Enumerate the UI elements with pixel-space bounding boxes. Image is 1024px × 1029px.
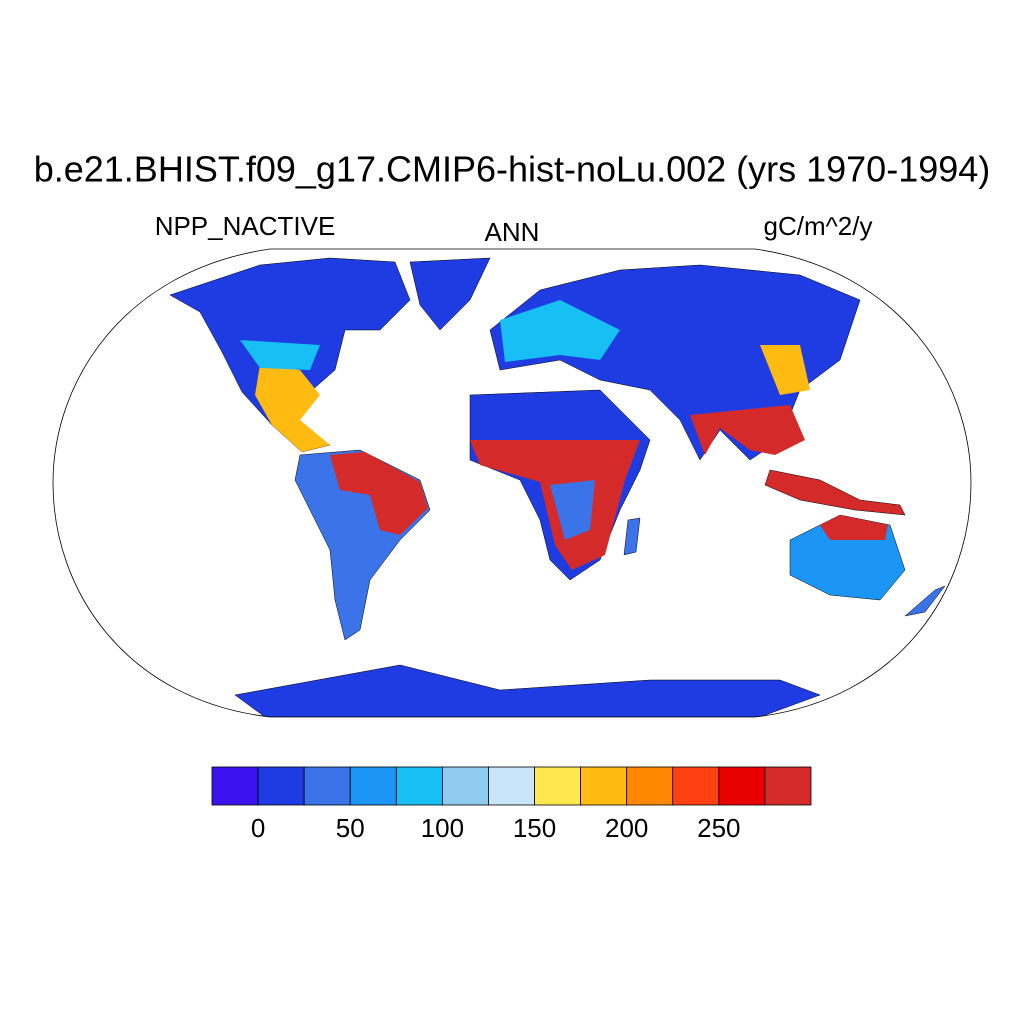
colorbar-box xyxy=(764,766,812,806)
amazon xyxy=(330,452,428,535)
left-string: NPP_NACTIVE xyxy=(155,211,336,241)
colorbar-box xyxy=(580,766,628,806)
colorbar-box xyxy=(303,766,351,806)
colorbar-box xyxy=(534,766,582,806)
colorbar-box xyxy=(349,766,397,806)
colorbar-tick-label: 200 xyxy=(605,813,648,843)
new-zealand xyxy=(904,585,946,617)
colorbar-box xyxy=(395,766,443,806)
na-warm xyxy=(255,365,330,452)
antarctica xyxy=(234,664,821,717)
colorbar-box xyxy=(211,766,259,806)
africa-tropics xyxy=(470,440,640,570)
colorbar: 0 50 100 150 200 250 xyxy=(211,766,812,843)
madagascar xyxy=(623,517,641,556)
map-frame xyxy=(52,248,972,718)
colorbar-tick-label: 0 xyxy=(251,813,265,843)
africa-inner xyxy=(550,480,595,540)
europe-mild xyxy=(500,300,620,362)
colorbar-tick-label: 150 xyxy=(513,813,556,843)
colorbar-box xyxy=(626,766,674,806)
colorbar-box xyxy=(718,766,766,806)
colorbar-box xyxy=(672,766,720,806)
maritime-asia xyxy=(764,469,906,516)
colorbar-box xyxy=(257,766,305,806)
greenland xyxy=(409,257,491,331)
australia-north xyxy=(820,515,888,540)
colorbar-tick-label: 50 xyxy=(336,813,365,843)
asia-south xyxy=(690,405,805,455)
title: b.e21.BHIST.f09_g17.CMIP6-hist-noLu.002 … xyxy=(34,149,991,190)
colorbar-tick-label: 100 xyxy=(421,813,464,843)
center-string: ANN xyxy=(485,217,540,247)
colorbar-tick-label: 250 xyxy=(697,813,740,843)
china-east xyxy=(760,345,810,395)
right-string: gC/m^2/y xyxy=(763,211,872,241)
colorbar-box xyxy=(488,766,535,806)
na-mid xyxy=(240,340,320,370)
land xyxy=(169,257,946,717)
colorbar-box xyxy=(441,766,489,806)
